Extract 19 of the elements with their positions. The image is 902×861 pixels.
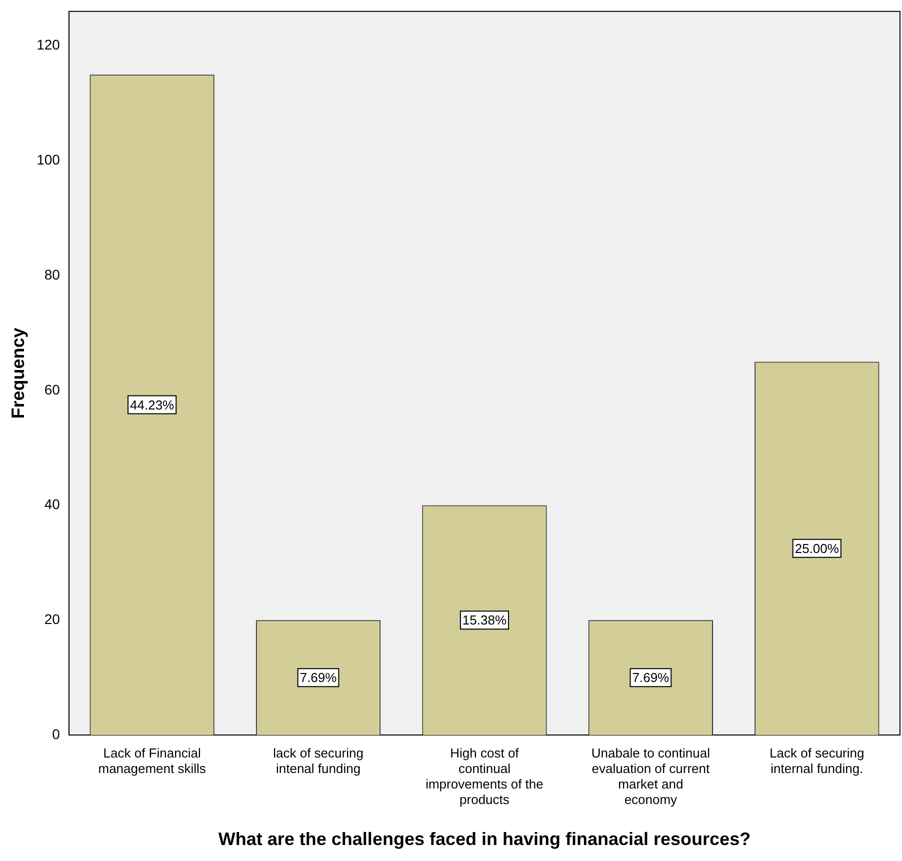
x-tick-label: Unabale to continual evaluation of current market and economy [591, 745, 710, 808]
y-axis-title: Frequency [8, 328, 28, 419]
x-tick-label: Lack of securing internal funding. [770, 745, 864, 776]
annotation: 7.69% [300, 670, 338, 686]
y-tick-label: 20 [44, 611, 60, 627]
y-tick-label: 0 [52, 726, 60, 742]
x-axis-title: What are the challenges faced in having finanacial resources? [218, 829, 751, 850]
y-tick-label: 120 [36, 36, 60, 53]
x-tick-label: High cost of continual improvements of the products [426, 745, 544, 808]
y-tick-label: 60 [44, 381, 60, 398]
y-tick-label: 80 [44, 266, 60, 282]
y-tick-label: 100 [36, 152, 60, 168]
y-tick-label: 40 [44, 496, 60, 512]
annotation: 7.69% [632, 670, 670, 686]
annotation: 25.00% [794, 540, 840, 556]
x-tick-label: lack of securing intenal funding [273, 745, 364, 776]
annotation: 44.23% [130, 397, 175, 412]
x-tick-label: Lack of Financial management skills [98, 745, 206, 776]
annotation: 15.38% [462, 612, 507, 628]
